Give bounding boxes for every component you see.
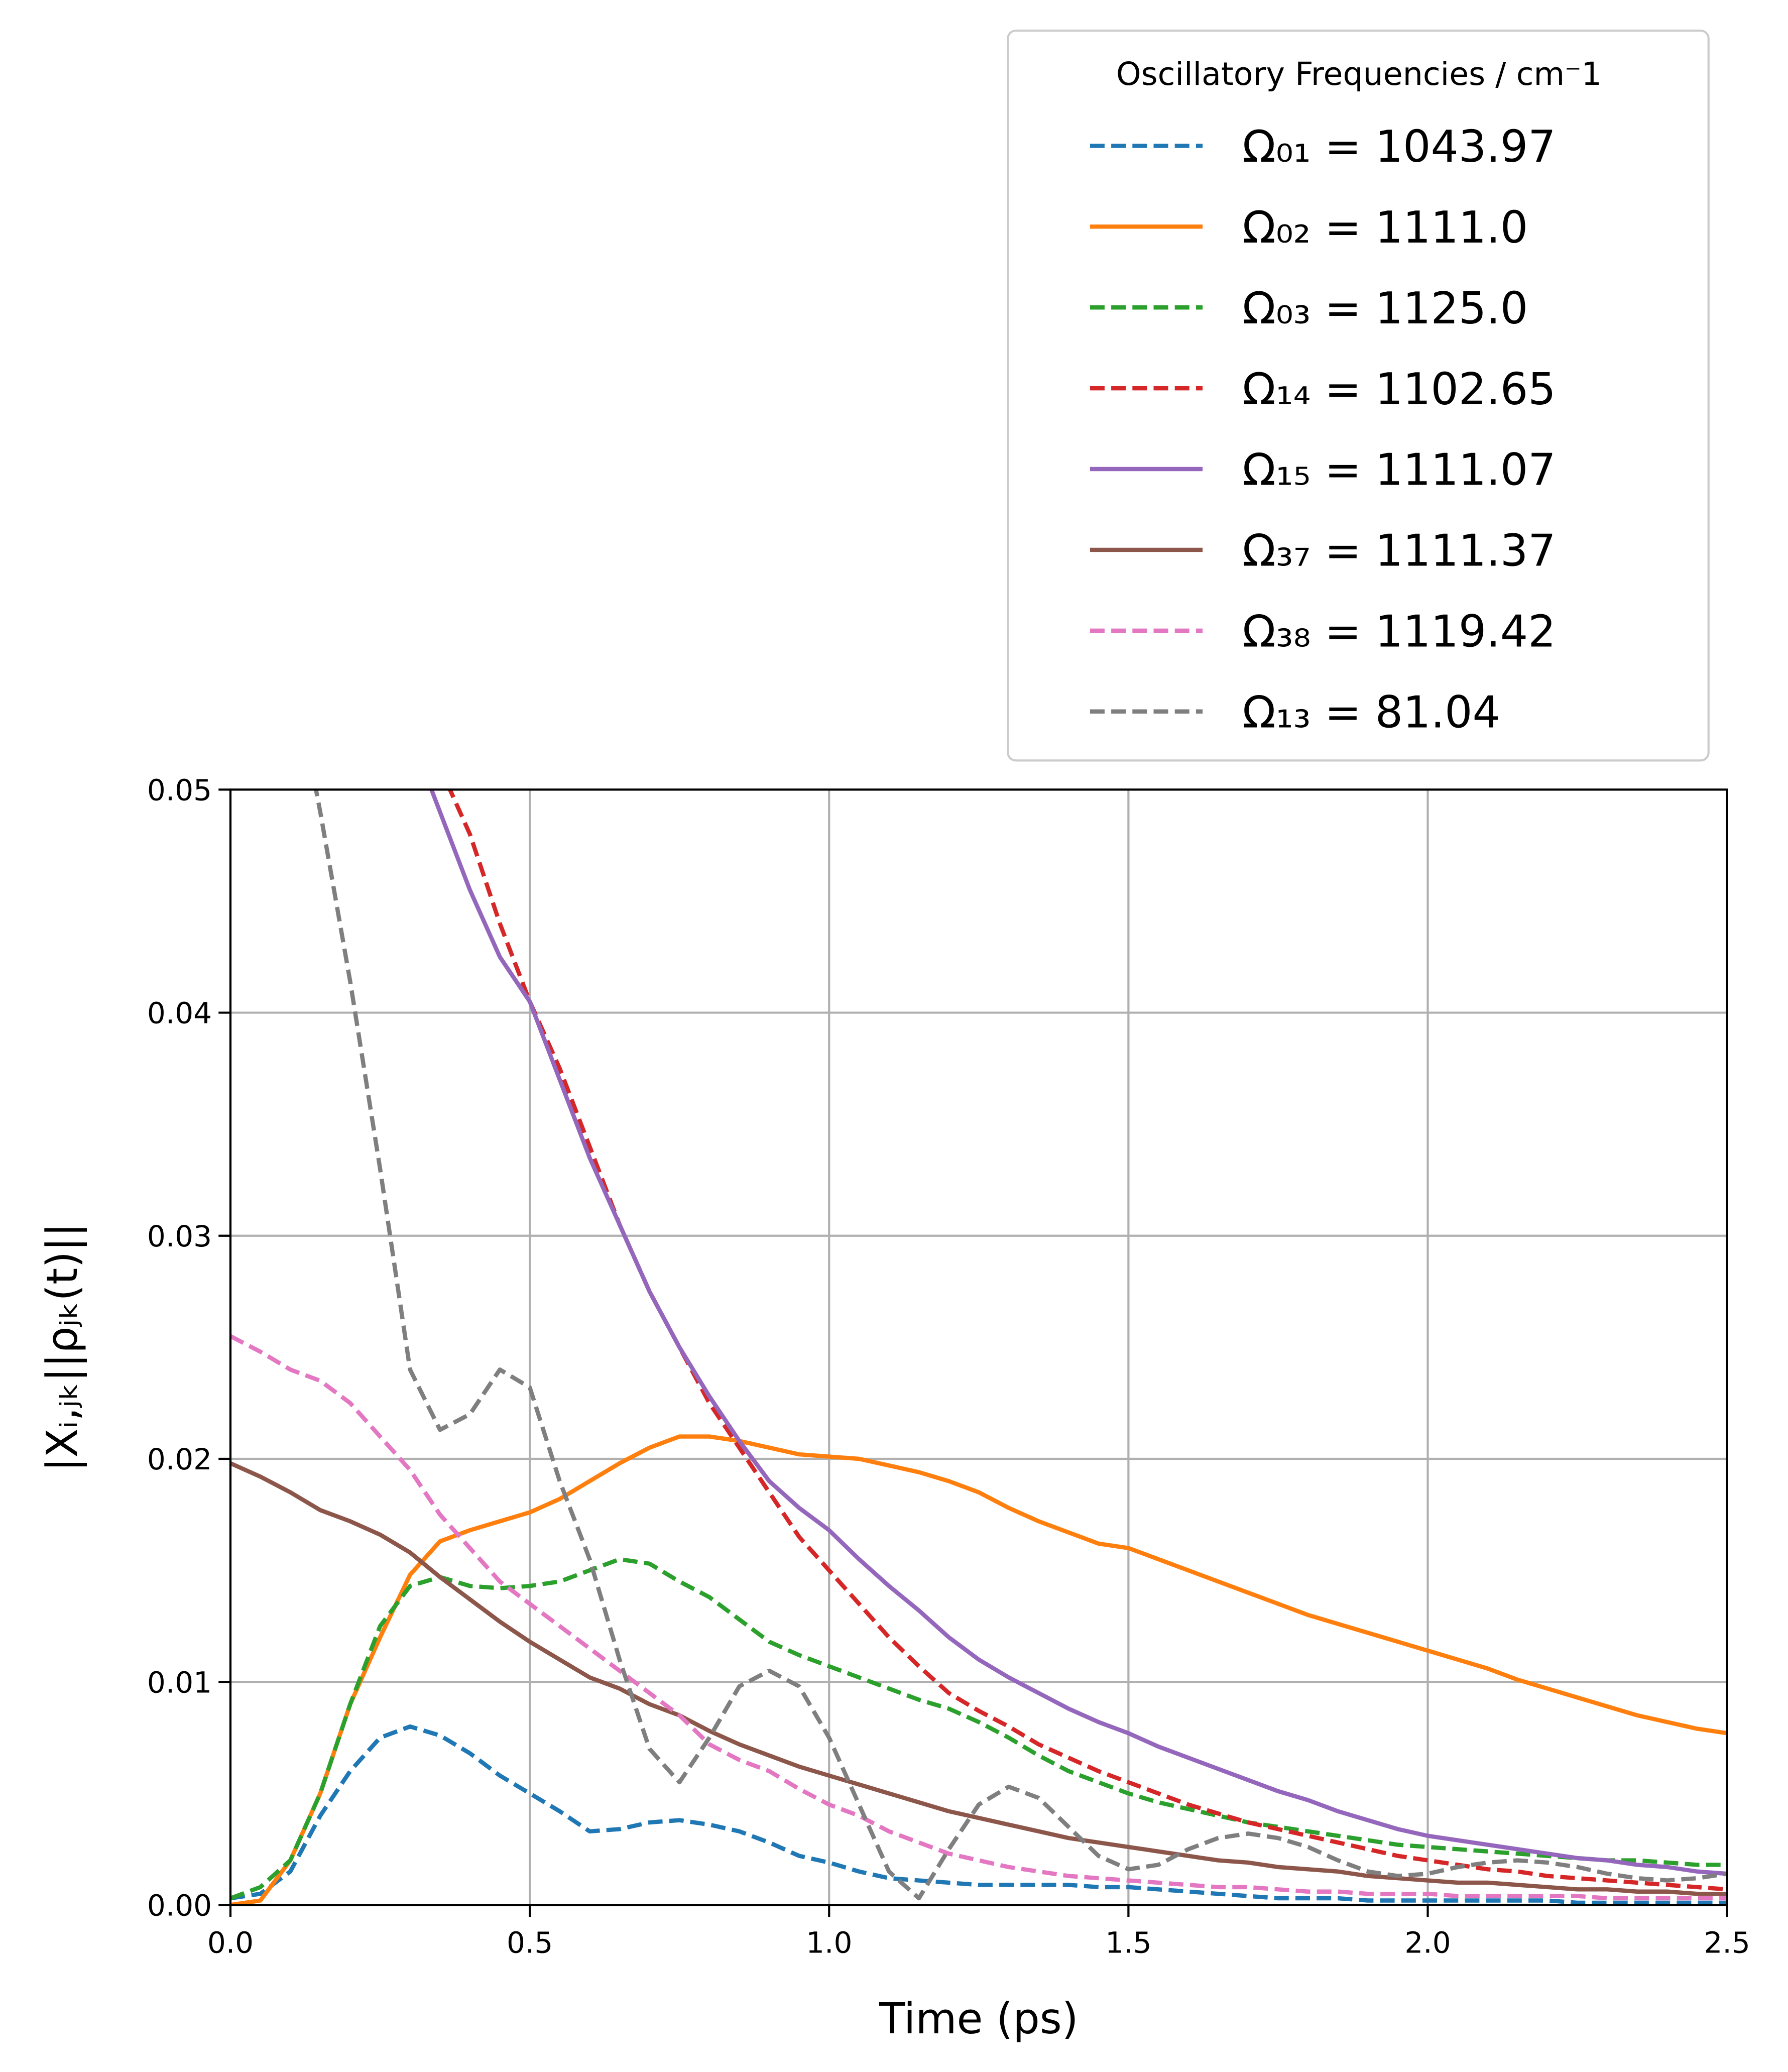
x-tick-label: 1.5: [1105, 1925, 1151, 1960]
legend-label: Ω₁₃ = 81.04: [1242, 686, 1500, 738]
x-tick-label: 0.0: [207, 1925, 254, 1960]
plot-area: [230, 789, 1727, 1905]
y-tick-label: 0.00: [147, 1888, 212, 1922]
ticks: 0.0 0.5 1.0 1.5 2.0 2.5 0.00 0.01 0.02 0.03 0.04 0.…: [147, 773, 1750, 1960]
series-line: [230, 1434, 1727, 1905]
legend-title: Oscillatory Frequencies / cm⁻1: [1116, 55, 1602, 92]
legend-label: Ω₁₄ = 1102.65: [1242, 364, 1556, 415]
x-tick-label: 0.5: [507, 1925, 553, 1960]
legend-label: Ω₀₃ = 1125.0: [1242, 283, 1528, 334]
legend-label: Ω₀₁ = 1043.97: [1242, 121, 1556, 172]
legend-label: Ω₀₂ = 1111.0: [1242, 202, 1528, 253]
y-tick-label: 0.05: [147, 773, 212, 807]
series-line: [230, 1334, 1727, 1901]
legend-label: Ω₃₈ = 1119.42: [1242, 606, 1556, 657]
series-line: [230, 1724, 1727, 1905]
grid: [229, 788, 1728, 1906]
legend-box: [1007, 29, 1710, 762]
y-axis-label: |Xᵢ,ⱼₖ||ρⱼₖ(t)||: [38, 1223, 87, 1472]
axes-frame: [229, 788, 1728, 1906]
y-tick-label: 0.03: [147, 1219, 212, 1253]
x-tick-label: 2.5: [1704, 1925, 1750, 1960]
series-line: [429, 789, 1727, 1876]
y-tick-label: 0.01: [147, 1665, 212, 1699]
legend-label: Ω₁₅ = 1111.07: [1242, 444, 1556, 496]
x-tick-label: 2.0: [1404, 1925, 1451, 1960]
series-line: [447, 789, 1727, 1892]
series-line: [314, 789, 1727, 1901]
series-line: [230, 1557, 1727, 1901]
series-line: [230, 1461, 1727, 1896]
legend: Oscillatory Frequencies / cm⁻1 Ω₀₁ = 104…: [1007, 29, 1710, 762]
x-axis-label: Time (ps): [879, 1994, 1079, 2043]
x-tick-label: 1.0: [806, 1925, 852, 1960]
y-tick-label: 0.02: [147, 1442, 212, 1476]
legend-label: Ω₃₇ = 1111.37: [1242, 525, 1556, 577]
y-tick-label: 0.04: [147, 996, 212, 1030]
